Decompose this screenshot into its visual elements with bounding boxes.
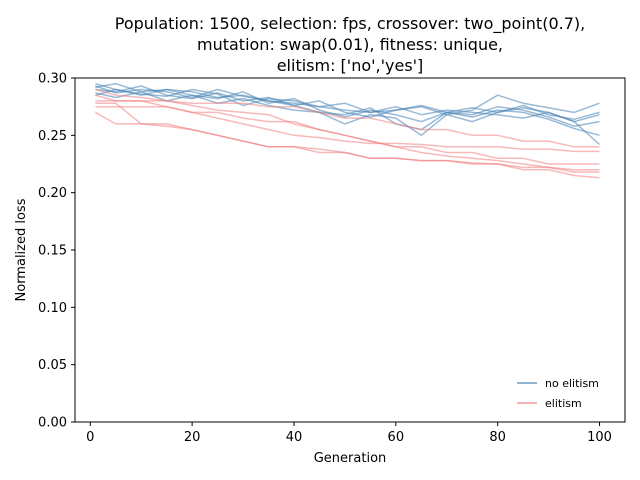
legend: no elitism elitism [517, 377, 599, 410]
series-line-no-elitism-0 [95, 82, 600, 123]
y-tick-label: 0.05 [38, 358, 67, 373]
chart-title-line-2: mutation: swap(0.01), fitness: unique, [197, 35, 503, 54]
plot-frame [74, 77, 626, 423]
x-axis: 0 20 40 60 80 100 [86, 422, 612, 445]
y-tick-label: 0.00 [38, 416, 67, 431]
series-line-elitism-6 [95, 100, 600, 148]
y-tick-label: 0.30 [38, 72, 67, 87]
x-axis-label: Generation [314, 451, 387, 466]
series-line-elitism-11 [95, 88, 600, 171]
x-tick-label: 0 [86, 430, 94, 445]
y-tick-label: 0.15 [38, 244, 67, 259]
chart-title-line-3: elitism: ['no','yes'] [277, 56, 424, 75]
y-tick-label: 0.25 [38, 129, 67, 144]
series-line-no-elitism-3 [95, 91, 600, 137]
x-tick-label: 20 [184, 430, 201, 445]
y-tick-label: 0.10 [38, 301, 67, 316]
x-tick-label: 100 [587, 430, 612, 445]
series-line-elitism-9 [95, 102, 600, 173]
legend-label-elitism: elitism [545, 397, 582, 410]
y-axis: 0.00 0.05 0.10 0.15 0.20 0.25 0.30 [38, 72, 75, 431]
x-tick-label: 80 [489, 430, 506, 445]
y-axis-label: Normalized loss [14, 198, 29, 301]
y-tick-label: 0.20 [38, 186, 67, 201]
series-line-elitism-10 [95, 94, 600, 153]
chart-title-line-1: Population: 1500, selection: fps, crosso… [115, 14, 585, 34]
series-layer [95, 82, 601, 179]
chart-title: Population: 1500, selection: fps, crosso… [115, 14, 585, 75]
legend-label-no-elitism: no elitism [545, 377, 599, 390]
x-tick-label: 40 [286, 430, 303, 445]
series-line-no-elitism-2 [95, 82, 600, 123]
x-tick-label: 60 [388, 430, 405, 445]
series-line-no-elitism-5 [95, 85, 601, 146]
